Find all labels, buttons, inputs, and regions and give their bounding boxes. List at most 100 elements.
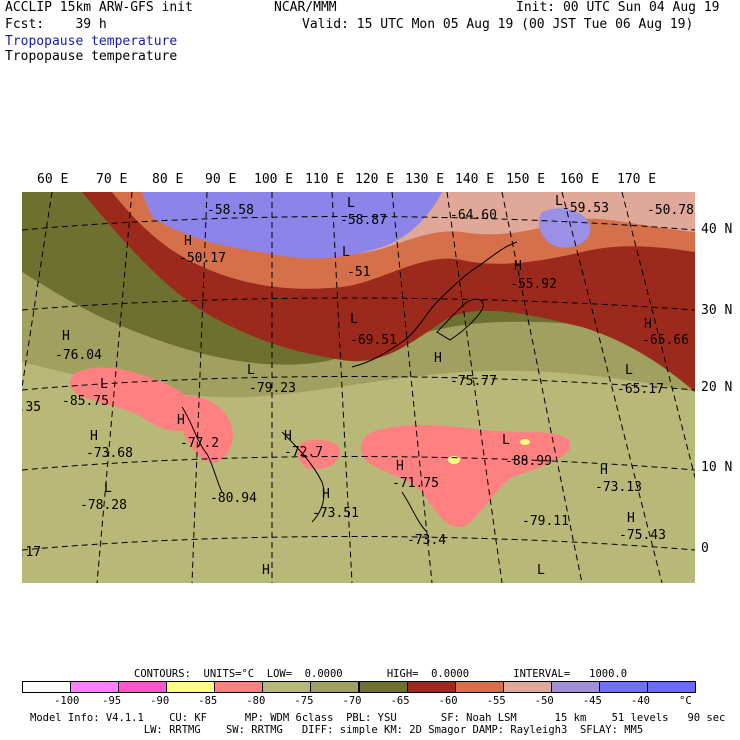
- tropopause-temperature-map[interactable]: -58.58 L -58.87 -64.60 L -59.53 -50.78 H…: [22, 192, 695, 583]
- colorbar-bin: [22, 681, 72, 693]
- extremum-label: 71.17: [22, 545, 41, 560]
- shading-minus90: [448, 456, 460, 464]
- extremum-type: L: [625, 363, 633, 378]
- extremum-label: -76.04: [55, 348, 102, 363]
- forecast-hour: Fcst: 39 h: [5, 17, 107, 32]
- colorbar-bin: [166, 681, 216, 693]
- model-info-line1: Model Info: V4.1.1 CU: KF MP: WDM 6class…: [30, 712, 726, 724]
- colorbar-bin: [70, 681, 120, 693]
- colorbar-label: -70: [342, 695, 362, 707]
- lon-label: 110 E: [305, 172, 345, 187]
- extremum-type: H: [90, 429, 98, 444]
- extremum-label: -79.11: [522, 514, 569, 529]
- extremum-label: -73.68: [86, 446, 133, 461]
- colorbar-label: -85: [198, 695, 218, 707]
- extremum-label: -72.7: [284, 445, 323, 460]
- extremum-label: -50.78: [647, 203, 694, 218]
- lat-label: 30 N: [701, 303, 733, 318]
- extremum-type: H: [514, 259, 522, 274]
- colorbar-label: -75: [294, 695, 314, 707]
- extremum-label: -58.87: [340, 213, 387, 228]
- field-title-shaded: Tropopause temperature: [5, 34, 178, 49]
- shading-minus50: [142, 192, 442, 259]
- shading-minus90: [520, 439, 530, 445]
- colorbar-label: -40: [630, 695, 650, 707]
- center-label: NCAR/MMM: [274, 0, 337, 15]
- lon-label: 60 E: [37, 172, 69, 187]
- extremum-type: H: [62, 329, 70, 344]
- extremum-label: -69.51: [350, 333, 397, 348]
- extremum-label: -58.58: [207, 203, 254, 218]
- shading-minus85: [70, 367, 198, 432]
- lon-label: 90 E: [205, 172, 237, 187]
- extremum-type: H: [627, 511, 635, 526]
- extremum-type: L: [100, 377, 108, 392]
- lat-label: 0: [701, 541, 709, 556]
- extremum-label: -73.51: [312, 506, 359, 521]
- extremum-label: -78.28: [80, 498, 127, 513]
- graticule: [22, 192, 695, 583]
- field-title-contour: Tropopause temperature: [5, 49, 178, 64]
- extremum-label: -55.92: [510, 277, 557, 292]
- extrema-labels: -58.58 L -58.87 -64.60 L -59.53 -50.78 H…: [22, 194, 694, 578]
- extremum-label: -65.17: [617, 382, 664, 397]
- extremum-type: L: [342, 245, 350, 260]
- extremum-label: -59.53: [562, 201, 609, 216]
- model-title: ACCLIP 15km ARW-GFS init: [5, 0, 193, 15]
- shading-minus85: [175, 396, 233, 463]
- shading-minus85: [297, 439, 341, 470]
- colorbar-label: -100: [54, 695, 80, 707]
- colorbar-bin: [118, 681, 168, 693]
- coastlines: [181, 241, 518, 533]
- extremum-label: -71.75: [392, 476, 439, 491]
- lat-label: 40 N: [701, 222, 733, 237]
- colorbar-label: -45: [582, 695, 602, 707]
- lon-label: 140 E: [455, 172, 495, 187]
- colorbar-label: -60: [438, 695, 458, 707]
- lon-label: 160 E: [560, 172, 600, 187]
- colorbar-label: -95: [102, 695, 122, 707]
- extremum-label: -73.13: [595, 480, 642, 495]
- extremum-type: L: [350, 312, 358, 327]
- extremum-label: -65.66: [642, 333, 689, 348]
- colorbar-label: -90: [150, 695, 170, 707]
- colorbar-bin: [598, 681, 648, 693]
- colorbar-bin: [310, 681, 360, 693]
- colorbar-bin: [454, 681, 504, 693]
- lon-label: 150 E: [506, 172, 546, 187]
- extremum-type: H: [284, 429, 292, 444]
- extremum-type: H: [262, 563, 270, 578]
- extremum-label: -73.4: [407, 533, 446, 548]
- lon-label: 120 E: [355, 172, 395, 187]
- extremum-type: L: [347, 196, 355, 211]
- colorbar-bin: [502, 681, 552, 693]
- extremum-label: -75.77: [450, 374, 497, 389]
- extremum-type: H: [434, 351, 442, 366]
- colorbar-bin: [646, 681, 696, 693]
- colorbar-label: -80: [246, 695, 266, 707]
- model-info-line2: LW: RRTMG SW: RRTMG DIFF: simple KM: 2D …: [30, 724, 644, 736]
- colorbar-label: -65: [390, 695, 410, 707]
- extremum-type: L: [502, 433, 510, 448]
- colorbar-bin: [262, 681, 312, 693]
- lon-label: 100 E: [254, 172, 294, 187]
- extremum-type: L: [104, 481, 112, 496]
- shading-minus85: [360, 425, 571, 528]
- colorbar-bin: [358, 681, 408, 693]
- extremum-label: -85.75: [62, 394, 109, 409]
- colorbar-bin: [214, 681, 264, 693]
- extremum-label: -64.60: [450, 208, 497, 223]
- lon-label: 70 E: [96, 172, 128, 187]
- extremum-type: H: [644, 317, 652, 332]
- extremum-label: -88.99: [505, 454, 552, 469]
- extremum-type: L: [247, 363, 255, 378]
- extremum-type: H: [177, 413, 185, 428]
- extremum-type: H: [600, 463, 608, 478]
- extremum-label: -75.43: [619, 528, 666, 543]
- extremum-label: 76.35: [22, 400, 41, 415]
- colorbar-bin: [406, 681, 456, 693]
- extremum-label: -80.94: [210, 491, 257, 506]
- valid-time: Valid: 15 UTC Mon 05 Aug 19 (00 JST Tue …: [302, 17, 694, 32]
- colorbar-label: °C: [679, 695, 692, 707]
- lon-label: 130 E: [405, 172, 445, 187]
